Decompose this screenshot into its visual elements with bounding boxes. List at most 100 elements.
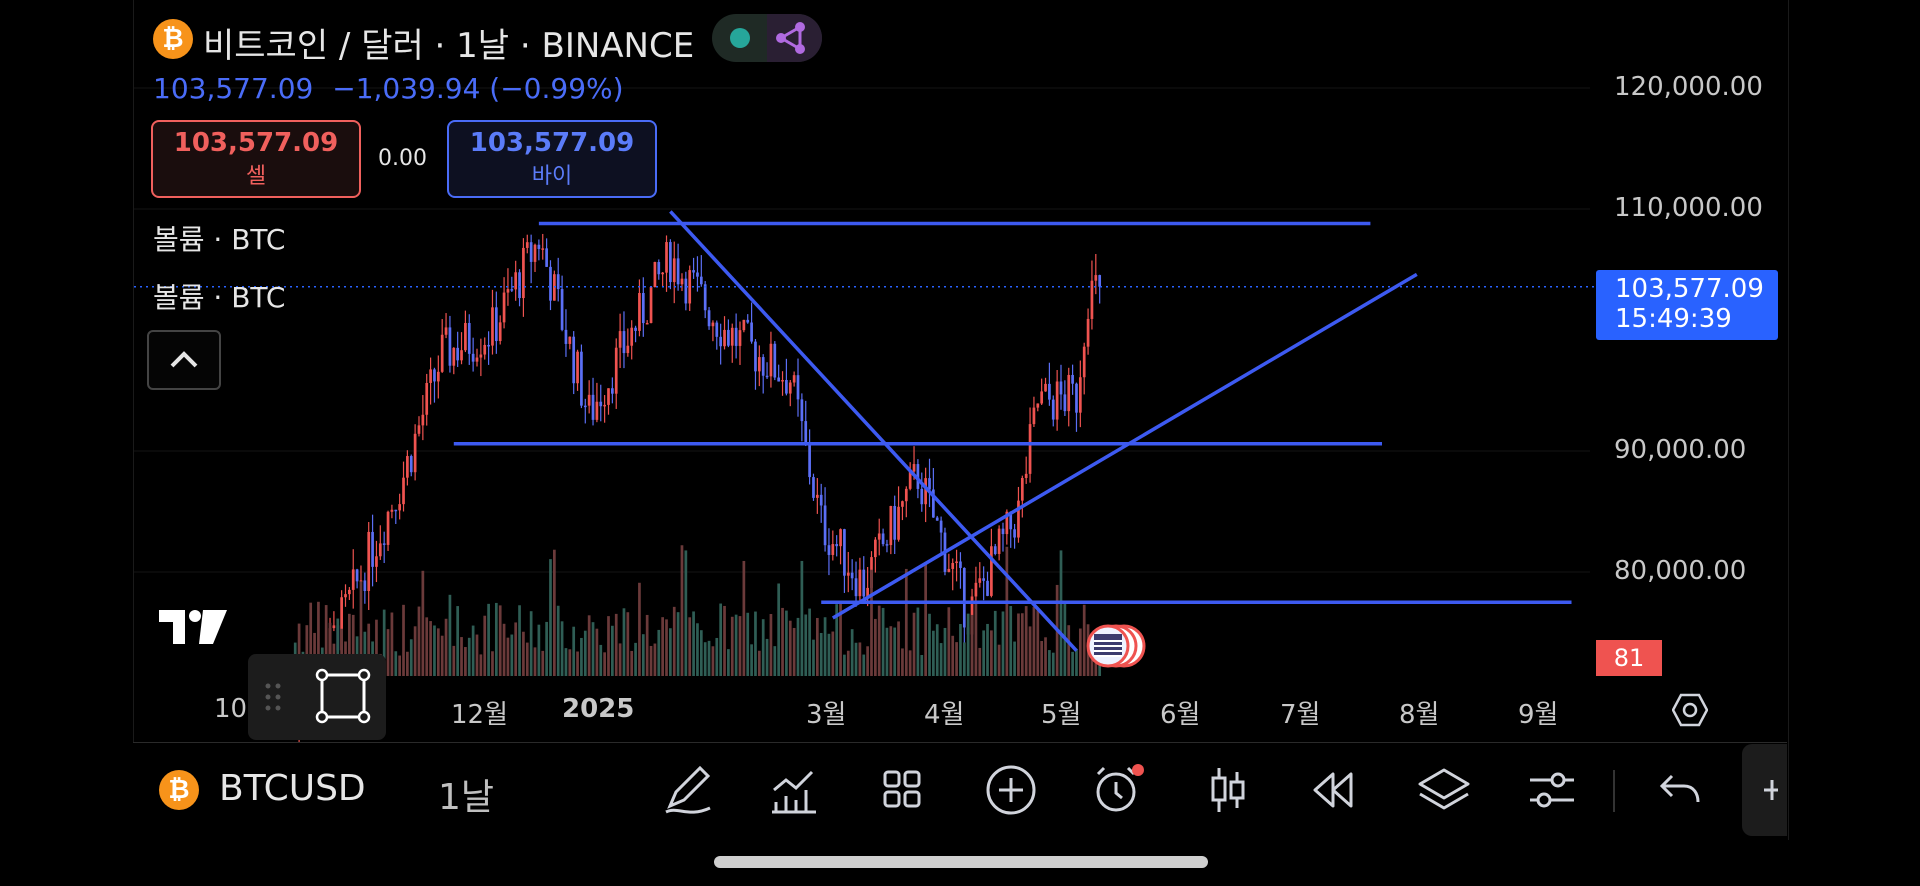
volume-bar: [993, 610, 997, 676]
volume-bar: [1067, 625, 1071, 676]
time-axis-label: 12월: [451, 700, 509, 730]
market-status-pill[interactable]: [712, 14, 822, 62]
candle-body: [993, 546, 997, 554]
candle-body: [348, 589, 351, 595]
candle-body: [657, 262, 661, 275]
collapse-legend-button[interactable]: [147, 330, 221, 390]
sell-button[interactable]: 103,577.09 셀: [151, 120, 361, 198]
volume-bar: [819, 632, 823, 676]
volume-indicator-label[interactable]: 볼륨 · BTC: [153, 223, 286, 256]
volume-bar: [638, 582, 641, 676]
candle-body: [665, 242, 668, 273]
candle-body: [835, 544, 839, 547]
volume-bar: [417, 606, 421, 676]
layers-icon[interactable]: [1414, 762, 1474, 818]
candle-body: [754, 341, 757, 372]
candle-body: [607, 388, 610, 405]
trendline[interactable]: [831, 272, 1418, 620]
candle-body: [932, 489, 935, 518]
trendline[interactable]: [669, 210, 1078, 652]
volume-bar: [757, 650, 761, 676]
candle-body: [409, 456, 413, 473]
candle-body: [738, 330, 742, 346]
candle-body: [1063, 394, 1067, 412]
templates-icon[interactable]: [873, 762, 933, 818]
volume-bar: [552, 549, 556, 676]
volume-indicator-label-2[interactable]: 볼륨 · BTC: [153, 281, 286, 314]
candle-body: [819, 494, 823, 506]
volume-bar: [997, 644, 1001, 676]
candle-body: [471, 353, 475, 362]
volume-bar: [804, 614, 808, 676]
spread-value: 0.00: [378, 146, 427, 171]
symbol-selector[interactable]: BTCUSD: [219, 768, 366, 809]
alert-icon[interactable]: [1088, 762, 1148, 818]
volume-bar: [777, 583, 781, 676]
volume-bar: [1059, 550, 1063, 676]
candle-body: [583, 405, 587, 408]
candle-body: [862, 569, 866, 597]
time-axis-label: 9월: [1518, 700, 1559, 730]
more-tools-button[interactable]: [1742, 744, 1787, 836]
candle-body: [885, 544, 889, 546]
volume-bar: [475, 634, 479, 676]
volume-bar: [680, 545, 684, 676]
candle-body: [939, 520, 943, 533]
candle-body: [757, 357, 761, 372]
volume-bar: [382, 609, 386, 676]
candle-body: [715, 322, 719, 337]
volume-bar: [599, 644, 603, 676]
volume-bar: [421, 570, 425, 676]
buy-label: 바이: [531, 164, 573, 189]
candle-body: [433, 369, 436, 382]
interval-selector[interactable]: 1날: [438, 777, 495, 818]
chart-panel[interactable]: [133, 0, 1789, 840]
volume-bar: [1001, 611, 1005, 676]
candle-style-icon[interactable]: [1199, 762, 1259, 818]
add-icon[interactable]: [981, 762, 1041, 818]
candle-body: [727, 329, 730, 346]
volume-bar: [324, 605, 328, 676]
volume-bar: [456, 606, 460, 676]
candle-body: [1075, 383, 1078, 413]
candle-body: [533, 244, 537, 262]
volume-bar: [471, 625, 475, 676]
volume-bar: [297, 623, 301, 676]
candle-body: [344, 594, 347, 598]
candle-body: [839, 529, 842, 547]
home-indicator[interactable]: [714, 856, 1208, 868]
candle-body: [382, 543, 386, 545]
bar-countdown: 15:49:39: [1615, 304, 1732, 334]
volume-bar: [533, 647, 537, 676]
price-change-line: 103,577.09 −1,039.94 (−0.99%): [153, 72, 624, 105]
volume-bar: [580, 637, 583, 676]
draw-icon[interactable]: [658, 762, 718, 818]
time-axis-label: 6월: [1160, 700, 1201, 730]
volume-bar: [955, 642, 958, 676]
volume-bar: [854, 642, 858, 676]
volume-bar: [912, 612, 916, 676]
candle-body: [904, 488, 908, 502]
candle-body: [394, 509, 398, 512]
candle-body: [1036, 403, 1040, 408]
drawing-toolbar-handle[interactable]: [248, 654, 386, 740]
volume-bar: [506, 637, 510, 676]
candle-body: [800, 399, 804, 422]
symbol-title[interactable]: 비트코인 / 달러 · 1날 · BINANCE: [203, 26, 695, 66]
candle-body: [645, 322, 649, 325]
volume-bar: [645, 614, 649, 676]
volume-bar: [990, 630, 993, 676]
indicators-icon[interactable]: [764, 762, 824, 818]
candle-body: [959, 561, 962, 568]
settings-sliders-icon[interactable]: [1522, 762, 1582, 818]
candle-body: [947, 568, 951, 572]
chart-settings-icon[interactable]: [1672, 692, 1708, 728]
volume-bar: [924, 564, 927, 676]
volume-bar: [549, 559, 552, 676]
candle-body: [707, 310, 711, 327]
buy-button[interactable]: 103,577.09 바이: [447, 120, 657, 198]
undo-icon[interactable]: [1648, 762, 1708, 818]
volume-bar: [1090, 650, 1094, 676]
replay-icon[interactable]: [1305, 762, 1365, 818]
